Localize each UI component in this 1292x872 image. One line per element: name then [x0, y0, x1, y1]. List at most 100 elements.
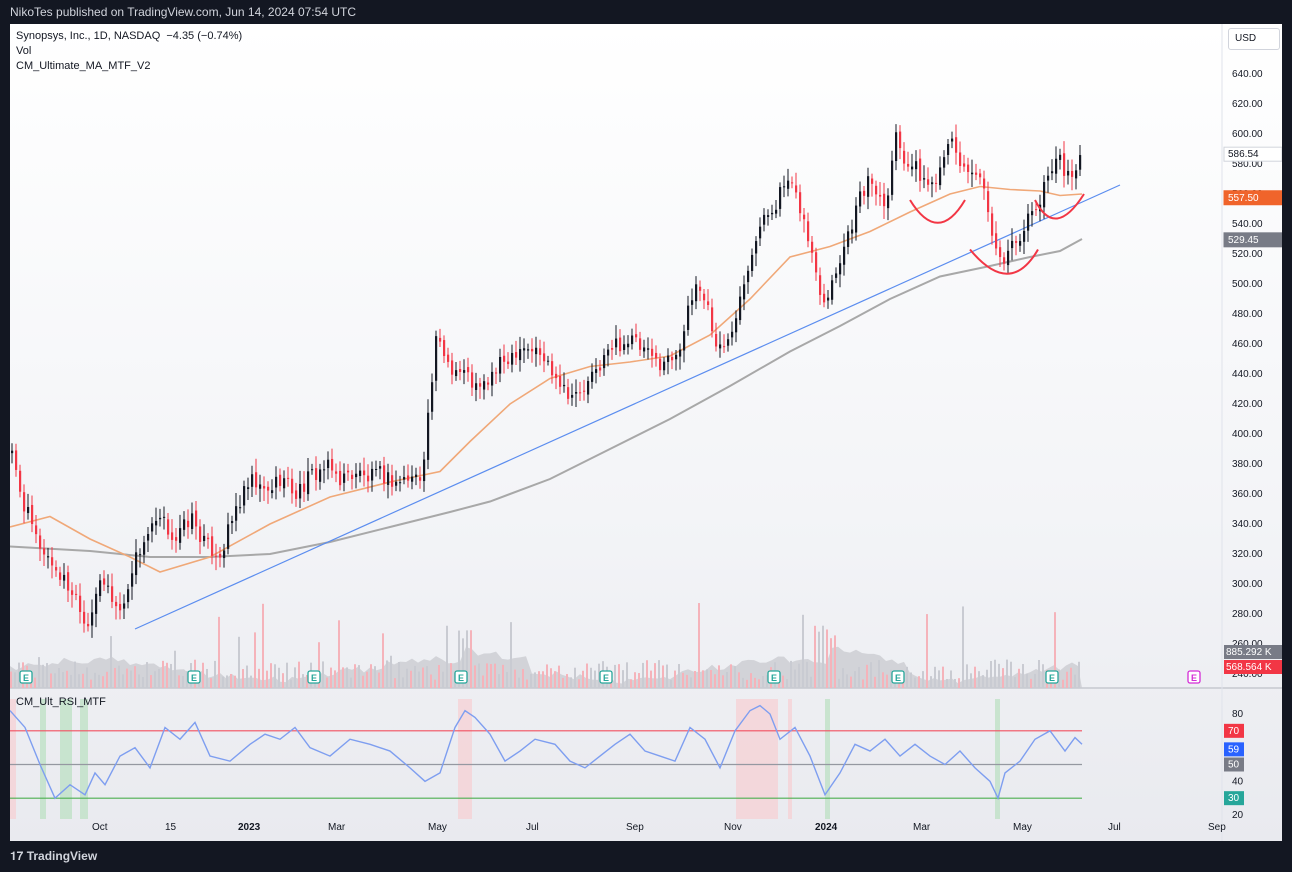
candle-body	[823, 293, 826, 303]
volume-bar	[354, 664, 356, 688]
candle-body	[11, 450, 14, 454]
candle-body	[763, 214, 766, 225]
y-tick-label: 400.00	[1232, 429, 1263, 440]
volume-bar	[1014, 677, 1016, 688]
volume-bar	[526, 679, 528, 688]
volume-bar	[110, 636, 112, 688]
volume-bar	[874, 676, 876, 688]
candle-body	[159, 517, 162, 520]
volume-bar	[838, 678, 840, 688]
rsi-tick-label: 80	[1232, 709, 1244, 720]
candle-body	[587, 381, 590, 395]
candle-body	[247, 487, 250, 490]
candle-body	[595, 369, 598, 373]
volume-bar	[82, 673, 84, 688]
candle-body	[659, 358, 662, 371]
candle-body	[899, 131, 902, 149]
ma-slow-line	[9, 238, 1083, 558]
volume-bar	[462, 638, 464, 688]
candle-body	[507, 361, 510, 365]
volume-bar	[1062, 679, 1064, 688]
candle-body	[747, 270, 750, 283]
volume-bar	[326, 677, 328, 688]
trendline	[134, 184, 1121, 630]
candle-body	[815, 252, 818, 273]
rsi-level-label: 70	[1228, 726, 1240, 737]
x-tick-label: Mar	[913, 822, 931, 833]
volume-bar	[290, 679, 292, 688]
candle-body	[371, 468, 374, 481]
x-tick-label: Sep	[1208, 822, 1226, 833]
candle-body	[987, 191, 990, 213]
candle-body	[563, 384, 566, 387]
candle-body	[1023, 230, 1026, 242]
volume-bar	[706, 669, 708, 688]
volume-bar	[118, 665, 120, 688]
volume-bar	[186, 671, 188, 688]
candle-body	[967, 164, 970, 172]
candle-body	[523, 348, 526, 351]
candle-body	[775, 209, 778, 214]
candle-body	[623, 344, 626, 350]
candle-body	[467, 367, 470, 373]
candle-body	[979, 173, 982, 178]
volume-bar	[578, 679, 580, 688]
volume-bar	[350, 677, 352, 688]
candle-body	[643, 347, 646, 352]
volume-bar	[422, 667, 424, 688]
candle-body	[883, 193, 886, 207]
rsi-level-box	[1224, 791, 1244, 806]
volume-bar	[850, 676, 852, 688]
volume-bar	[410, 670, 412, 688]
earnings-marker-icon	[1045, 670, 1059, 684]
candle-body	[199, 526, 202, 542]
candle-body	[607, 349, 610, 356]
candle-body	[495, 372, 498, 374]
volume-bar	[662, 665, 664, 688]
x-tick-label: 15	[165, 822, 177, 833]
candle-body	[631, 335, 634, 345]
volume-bar	[442, 671, 444, 688]
volume-bar	[998, 663, 1000, 688]
currency-button[interactable]: USD	[1228, 28, 1280, 50]
volume-bar	[74, 661, 76, 688]
candle-body	[295, 490, 298, 499]
volume-bar	[394, 678, 396, 688]
y-tick-label: 340.00	[1232, 519, 1263, 530]
volume-bar	[246, 665, 248, 688]
candle-body	[423, 459, 426, 482]
candle-body	[1051, 171, 1054, 174]
cup-pattern-arc	[909, 199, 966, 224]
candle-body	[527, 349, 530, 351]
candle-body	[227, 524, 230, 549]
volume-bar	[1026, 673, 1028, 688]
y-tick-label: 600.00	[1232, 129, 1263, 140]
candle-body	[267, 486, 270, 491]
candle-body	[531, 348, 534, 352]
candle-body	[207, 537, 210, 540]
volume-bar	[226, 675, 228, 688]
chart-svg[interactable]: 640.00620.00600.00580.00560.00540.00520.…	[9, 24, 1283, 841]
candle-body	[55, 567, 58, 571]
volume-bar	[506, 671, 508, 688]
volume-bar	[106, 671, 108, 688]
candle-body	[435, 336, 438, 381]
volume-bar	[382, 633, 384, 688]
volume-bar	[1074, 674, 1076, 688]
candle-body	[287, 477, 290, 479]
candle-body	[415, 474, 418, 478]
y-tick-label: 580.00	[1232, 159, 1263, 170]
y-tick-label: 260.00	[1232, 639, 1263, 650]
candle-body	[895, 132, 898, 162]
volume-bar	[642, 662, 644, 688]
tradingview-logo[interactable]: 𝟏𝟕 TradingView	[10, 849, 98, 863]
volume-bar	[1058, 669, 1060, 688]
candle-body	[343, 473, 346, 483]
chart-panel[interactable]: 640.00620.00600.00580.00560.00540.00520.…	[9, 24, 1283, 841]
y-tick-label: 640.00	[1232, 69, 1263, 80]
candle-body	[99, 580, 102, 596]
candle-body	[459, 368, 462, 373]
volume-bar	[210, 678, 212, 688]
candle-body	[323, 469, 326, 471]
volume-bar	[42, 664, 44, 688]
